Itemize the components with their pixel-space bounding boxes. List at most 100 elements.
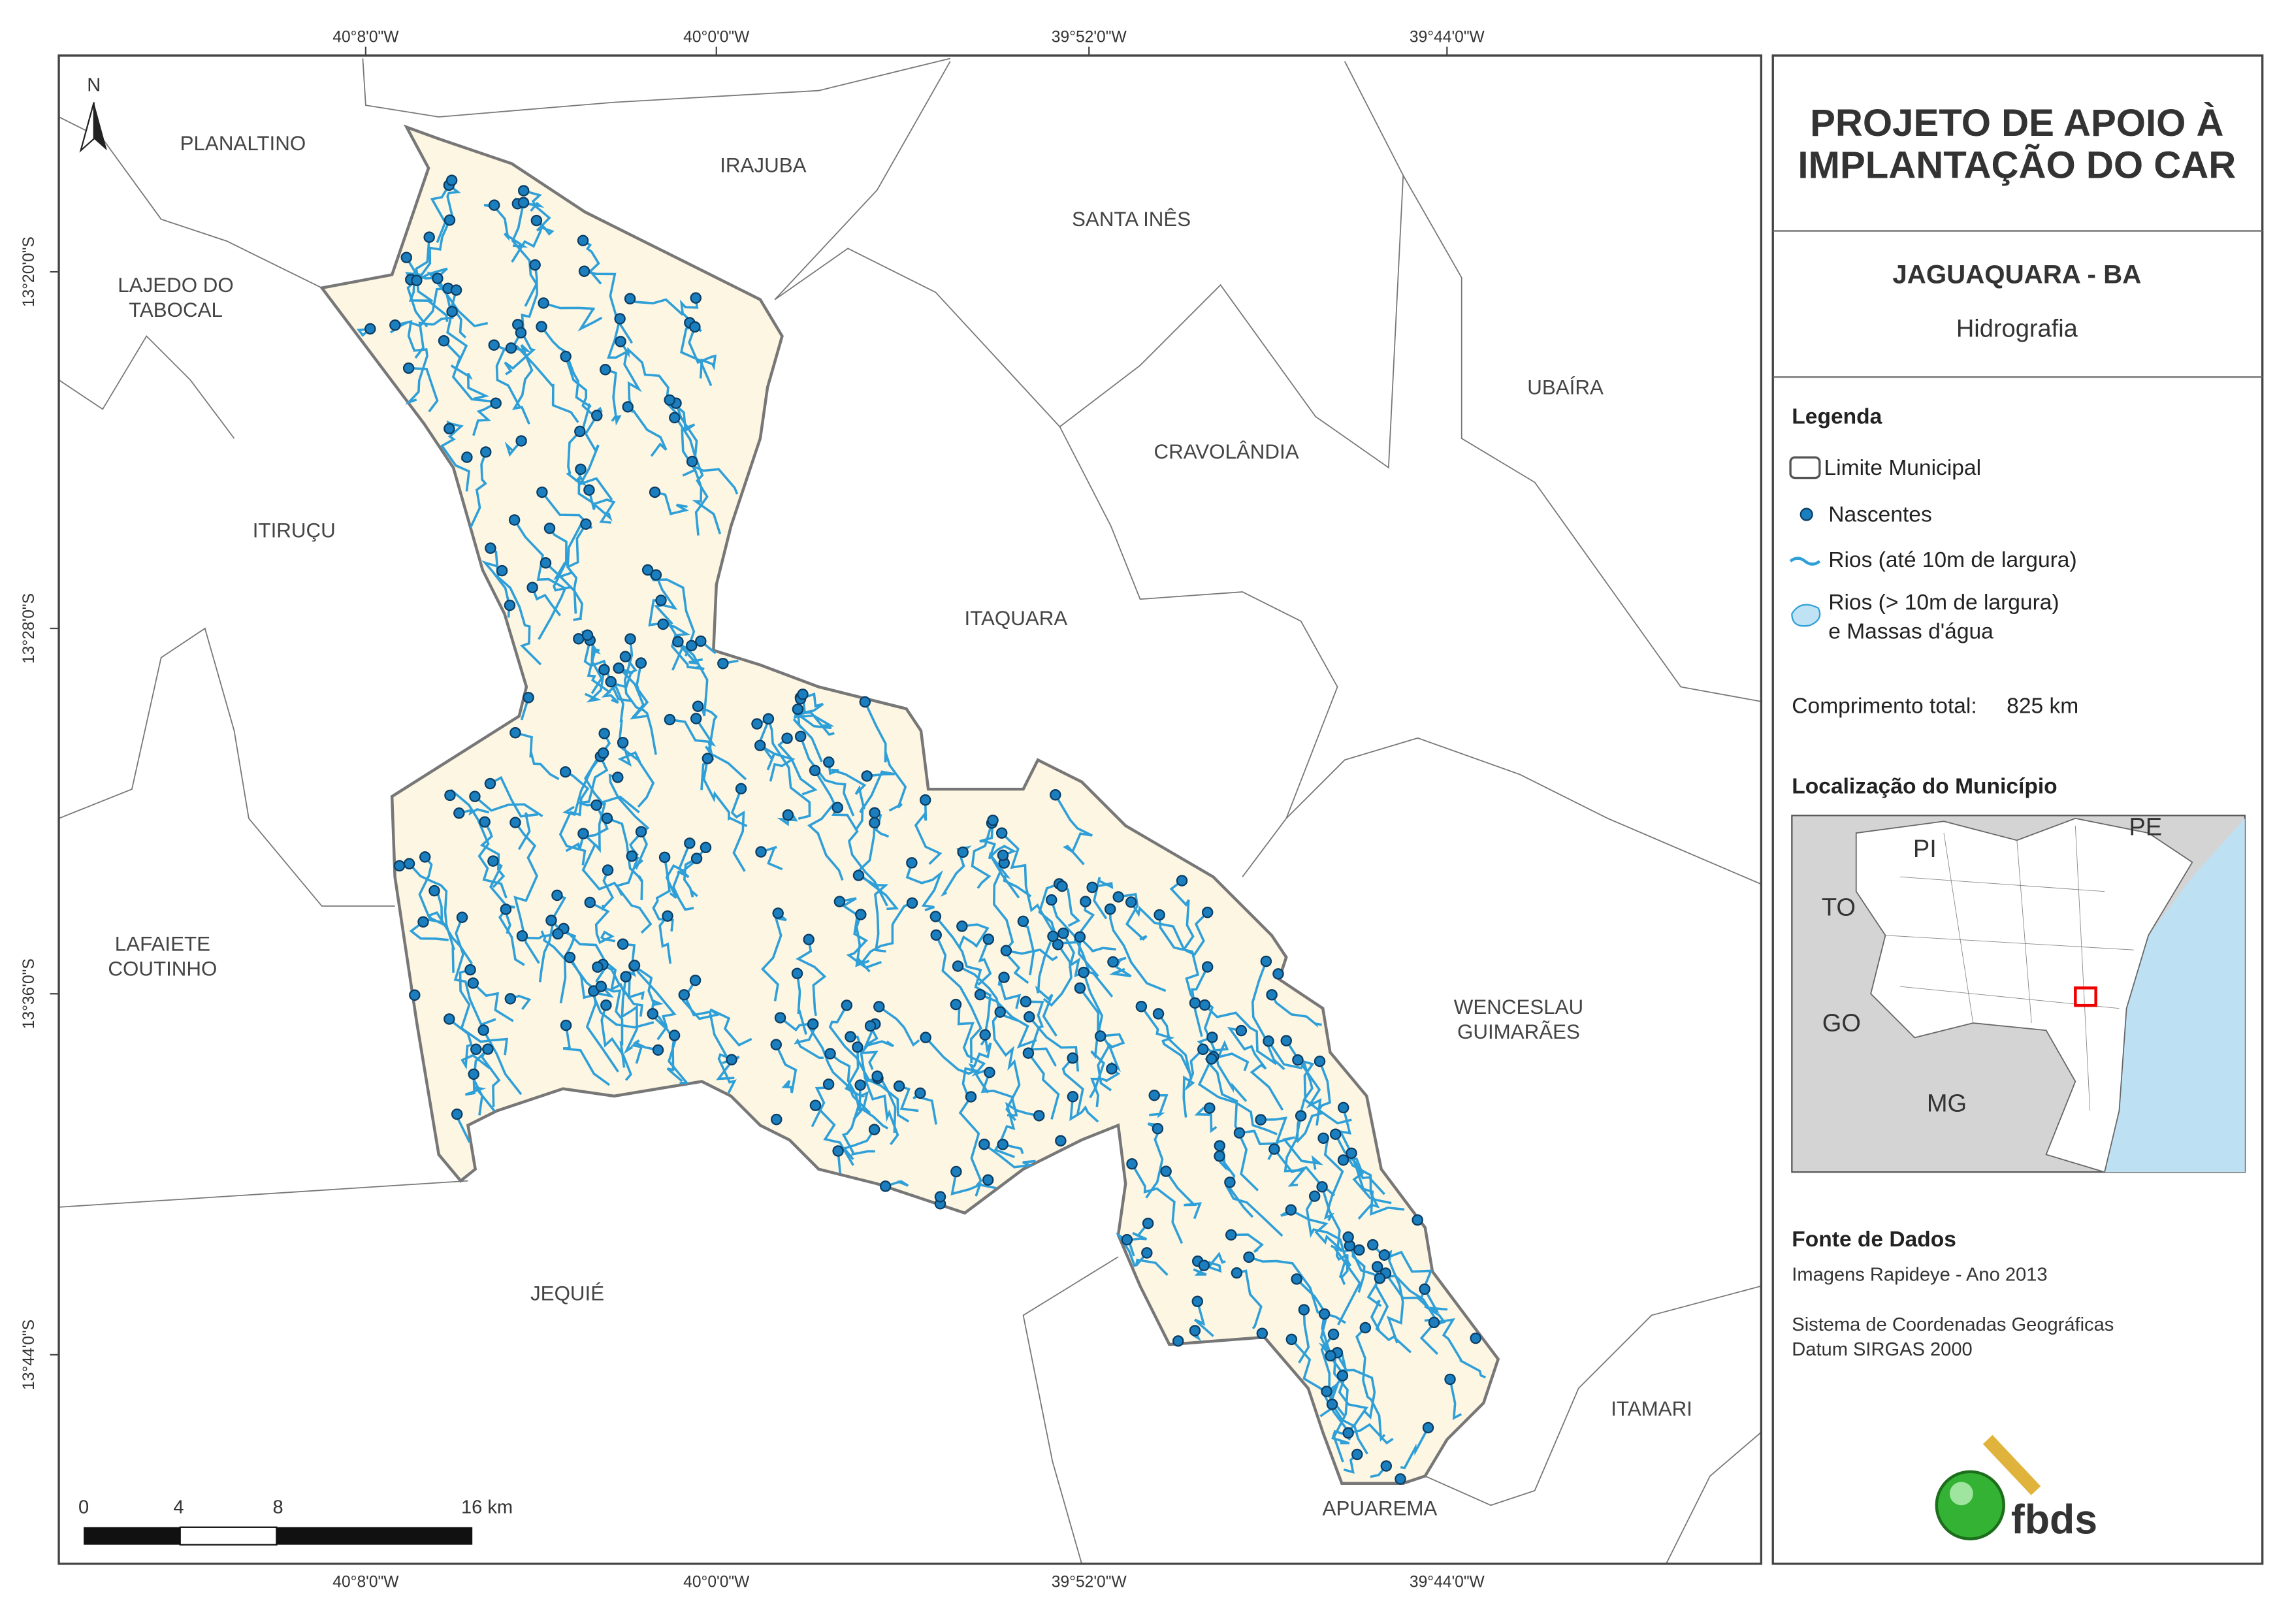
spring (852, 1041, 864, 1053)
river (831, 807, 888, 907)
river (607, 318, 642, 413)
river (1091, 877, 1114, 920)
spring (751, 718, 763, 730)
state-label: GO (1822, 1009, 1861, 1037)
spring (1160, 1165, 1172, 1177)
river (1062, 932, 1114, 998)
spring (403, 858, 415, 869)
river (977, 939, 992, 986)
spring (950, 1165, 962, 1178)
spring (695, 635, 707, 647)
river (864, 1077, 899, 1145)
river (1149, 1094, 1169, 1118)
river (1336, 1351, 1368, 1455)
spring (652, 1044, 664, 1056)
river (581, 832, 653, 934)
river (1298, 1309, 1310, 1364)
spring (417, 916, 429, 928)
spring (871, 1070, 883, 1082)
river (688, 326, 717, 379)
river (702, 758, 748, 828)
river (1193, 1261, 1222, 1276)
spring (864, 1020, 877, 1032)
river (566, 523, 587, 614)
river (864, 701, 907, 812)
neighbor-label: ITAMARI (1611, 1397, 1692, 1420)
spring (762, 713, 775, 725)
neighbor-label: ITAQUARA (965, 607, 1068, 630)
spring (529, 259, 541, 271)
river (1297, 1058, 1352, 1125)
river (469, 451, 487, 528)
spring (619, 651, 632, 662)
river (690, 461, 722, 534)
spring (845, 1031, 856, 1043)
spring (920, 1031, 931, 1043)
river (1355, 1327, 1386, 1442)
spring (1318, 1308, 1331, 1320)
river (513, 519, 567, 640)
spring (1125, 896, 1137, 908)
river (695, 718, 717, 753)
river (1077, 901, 1099, 977)
neighbor-label: CRAVOLÂNDIA (1154, 440, 1299, 463)
spring (592, 961, 604, 973)
river (730, 788, 746, 872)
longitude-label: 40°8'0"W (332, 1573, 399, 1591)
spring (1142, 1217, 1154, 1229)
spring (1033, 1110, 1045, 1122)
spring (678, 989, 690, 1001)
river (839, 897, 870, 967)
spring (982, 1174, 994, 1186)
spring (1346, 1147, 1357, 1160)
neighbor-label: IRAJUBA (720, 154, 806, 176)
spring (735, 783, 747, 795)
spring (807, 1018, 819, 1030)
river (602, 963, 643, 1017)
river (446, 311, 490, 400)
spring (873, 1001, 885, 1013)
spring (1214, 1150, 1225, 1162)
river (1050, 900, 1091, 973)
spring (552, 928, 564, 940)
river (430, 180, 453, 244)
river (1270, 994, 1322, 1028)
river (1157, 1013, 1193, 1080)
north-arrow: N (79, 75, 107, 153)
spring (987, 814, 999, 826)
springs (364, 174, 1481, 1485)
state-label: PE (2129, 814, 2162, 841)
spring (978, 1138, 990, 1150)
spring (598, 664, 610, 675)
spring (1224, 1177, 1236, 1188)
river (1290, 1339, 1353, 1437)
neighbor-label: ITIRUÇU (253, 519, 336, 542)
spring (423, 231, 435, 243)
spring (1204, 1102, 1216, 1114)
spring (580, 518, 592, 530)
spring (1419, 1283, 1430, 1295)
river (414, 278, 454, 359)
river (799, 736, 855, 817)
neighbor-label: GUIMARÃES (1457, 1020, 1580, 1043)
spring (612, 771, 624, 783)
scale-label: 8 (273, 1497, 283, 1518)
spring (620, 971, 632, 983)
spring (906, 857, 918, 869)
river (979, 820, 1020, 899)
spring (641, 564, 654, 576)
spring (1067, 1091, 1079, 1103)
spring (614, 313, 626, 325)
river (1100, 1033, 1125, 1073)
spring (461, 451, 473, 463)
spring (689, 321, 701, 333)
spring (998, 971, 1010, 983)
spring (672, 636, 684, 648)
river (405, 257, 449, 322)
river (914, 800, 943, 865)
river (677, 640, 709, 717)
spring (952, 960, 964, 972)
neighbor-label: LAFAIETE (115, 933, 210, 956)
spring (1326, 1398, 1338, 1410)
spring (832, 1145, 844, 1157)
